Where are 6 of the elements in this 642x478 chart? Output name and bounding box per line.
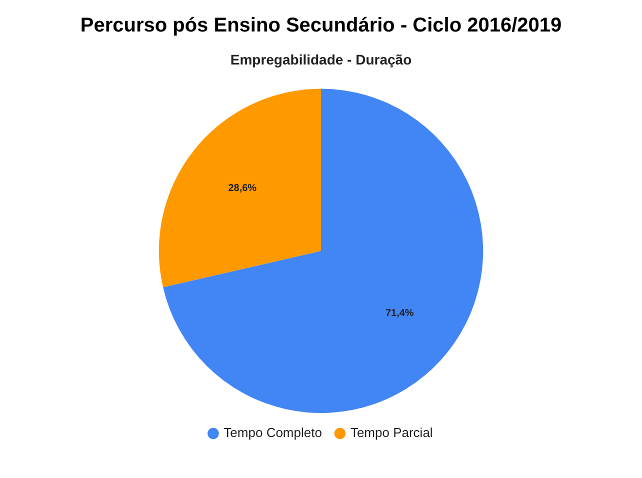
data-label: 71,4% — [385, 308, 414, 320]
legend-label: Tempo Parcial — [350, 425, 433, 440]
data-label: 28,6% — [228, 183, 257, 194]
legend-label: Tempo Completo — [224, 425, 322, 440]
chart-title: Percurso pós Ensino Secundário - Ciclo 2016/2019 — [80, 14, 562, 37]
chart-subtitle: Empregabilidade - Duração — [230, 51, 412, 68]
